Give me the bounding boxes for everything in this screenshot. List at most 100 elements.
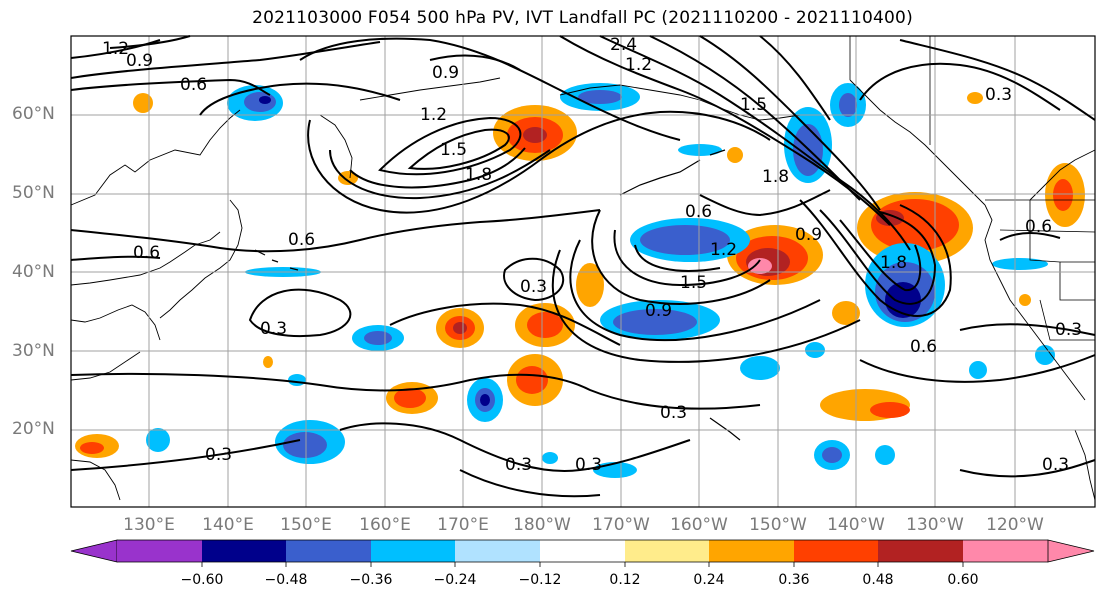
contour-label: 2.4 xyxy=(610,35,637,55)
negative-anomaly-blob xyxy=(1035,345,1055,365)
contour-label: 0.3 xyxy=(520,277,547,297)
negative-anomaly-blob xyxy=(875,445,895,465)
positive-anomaly-blob xyxy=(338,171,358,185)
negative-anomaly-blob xyxy=(969,361,987,379)
lon-label-140w: 140°W xyxy=(827,515,885,535)
contour-label: 1.2 xyxy=(102,39,129,59)
lon-label-170w: 170°W xyxy=(592,515,650,535)
lon-label-180w: 180°W xyxy=(513,515,571,535)
colorbar-segment xyxy=(117,540,202,562)
colorbar-extend-min xyxy=(70,539,118,563)
map-frame xyxy=(70,35,1096,508)
contour-label: 1.2 xyxy=(420,105,447,125)
colorbar-segment xyxy=(455,540,540,562)
positive-anomaly-blob xyxy=(493,105,577,161)
colorbar-segment xyxy=(963,540,1048,562)
boundaries xyxy=(849,36,1096,341)
negative-anomaly-blob xyxy=(814,440,850,470)
contour-label: 0.3 xyxy=(660,403,687,423)
contour-label: 0.3 xyxy=(260,319,287,339)
contour-label: 1.2 xyxy=(625,55,652,75)
positive-anomaly-blob xyxy=(507,354,563,406)
positive-anomaly-blob xyxy=(832,301,860,325)
lon-label-150e: 150°E xyxy=(280,515,332,535)
lon-label-140e: 140°E xyxy=(202,515,254,535)
negative-anomaly-blob xyxy=(227,85,283,121)
lon-label-150w: 150°W xyxy=(749,515,807,535)
positive-anomaly-blob xyxy=(820,389,910,421)
contour-label: 0.6 xyxy=(685,202,712,222)
lat-label-30: 30°N xyxy=(12,341,55,361)
colorbar-extend-max xyxy=(1047,539,1095,563)
colorbar-segment xyxy=(371,540,455,562)
colorbar-tick-label: 0.12 xyxy=(609,572,641,588)
contour-label: 1.2 xyxy=(710,240,737,260)
positive-anomaly-blob xyxy=(576,263,604,307)
colorbar-tick-label: −0.24 xyxy=(433,572,477,588)
negative-anomaly-blob xyxy=(805,342,825,358)
colorbar-tick-label: 0.36 xyxy=(778,572,810,588)
contour-label: 0.3 xyxy=(205,445,232,465)
colorbar-segment xyxy=(878,540,963,562)
colorbar-tick-label: −0.12 xyxy=(518,572,562,588)
ivt-contours xyxy=(70,35,1096,498)
contour-label: 0.3 xyxy=(1042,455,1069,475)
contour-label: 0.3 xyxy=(1055,320,1082,340)
colorbar-tick-label: 0.24 xyxy=(693,572,725,588)
negative-anomaly-blob xyxy=(630,218,750,262)
negative-anomaly-blob xyxy=(146,428,170,452)
contour-label: 0.6 xyxy=(180,75,207,95)
negative-anomaly-blob xyxy=(600,300,720,340)
contour-label: 0.6 xyxy=(1025,217,1052,237)
colorbar-segment xyxy=(202,540,286,562)
positive-anomaly-blob xyxy=(1045,163,1085,227)
grid-lines xyxy=(71,36,1095,507)
chart-title: 2021103000 F054 500 hPa PV, IVT Landfall… xyxy=(252,8,913,28)
positive-anomaly-blob xyxy=(75,434,119,458)
coastlines xyxy=(70,77,1096,501)
lat-label-40: 40°N xyxy=(12,262,55,282)
negative-anomaly-blob xyxy=(542,452,558,464)
contour-label: 1.8 xyxy=(880,253,907,273)
contour-label: 1.5 xyxy=(740,95,767,115)
negative-anomaly-blob xyxy=(467,378,503,422)
colorbar-tick-label: −0.48 xyxy=(264,572,308,588)
colorbar-segment xyxy=(286,540,371,562)
contour-label: 0.9 xyxy=(645,301,672,321)
lat-label-20: 20°N xyxy=(12,419,55,439)
lon-label-120w: 120°W xyxy=(986,515,1044,535)
colorbar-segment xyxy=(794,540,878,562)
contour-label: 1.8 xyxy=(465,165,492,185)
colorbar-segment xyxy=(709,540,794,562)
positive-anomaly-blob xyxy=(263,356,273,368)
colorbar-tick-label: −0.60 xyxy=(180,572,224,588)
positive-anomaly-blob xyxy=(133,93,153,113)
contour-label: 0.3 xyxy=(985,85,1012,105)
contour-labels: 1.2 0.9 0.6 0.9 1.2 1.5 1.8 2.4 1.2 1.5 … xyxy=(102,35,1082,475)
lon-label-160e: 160°E xyxy=(359,515,411,535)
negative-anomaly-blob xyxy=(740,356,780,380)
colorbar xyxy=(70,539,1095,567)
contour-label: 0.9 xyxy=(795,225,822,245)
positive-anomaly-blob xyxy=(436,308,484,348)
positive-anomaly-blob xyxy=(1019,294,1031,306)
negative-anomaly-blob xyxy=(288,374,306,386)
lon-label-130e: 130°E xyxy=(123,515,175,535)
lon-label-170e: 170°E xyxy=(437,515,489,535)
negative-anomaly-blob xyxy=(352,325,404,351)
negative-anomaly-blob xyxy=(992,258,1048,270)
positive-anomaly-blob xyxy=(727,147,743,163)
lon-label-160w: 160°W xyxy=(670,515,728,535)
positive-anomaly-blob xyxy=(967,92,983,104)
contour-label: 0.3 xyxy=(575,455,602,475)
lat-label-60: 60°N xyxy=(12,104,55,124)
colorbar-tick-label: 0.48 xyxy=(862,572,894,588)
contour-label: 1.8 xyxy=(762,167,789,187)
negative-anomaly-blob xyxy=(275,420,345,464)
contour-label: 0.9 xyxy=(126,51,153,71)
contour-label: 1.5 xyxy=(440,140,467,160)
contour-label: 0.6 xyxy=(910,337,937,357)
island-chain xyxy=(254,149,741,441)
negative-anomaly-blob xyxy=(830,83,866,127)
